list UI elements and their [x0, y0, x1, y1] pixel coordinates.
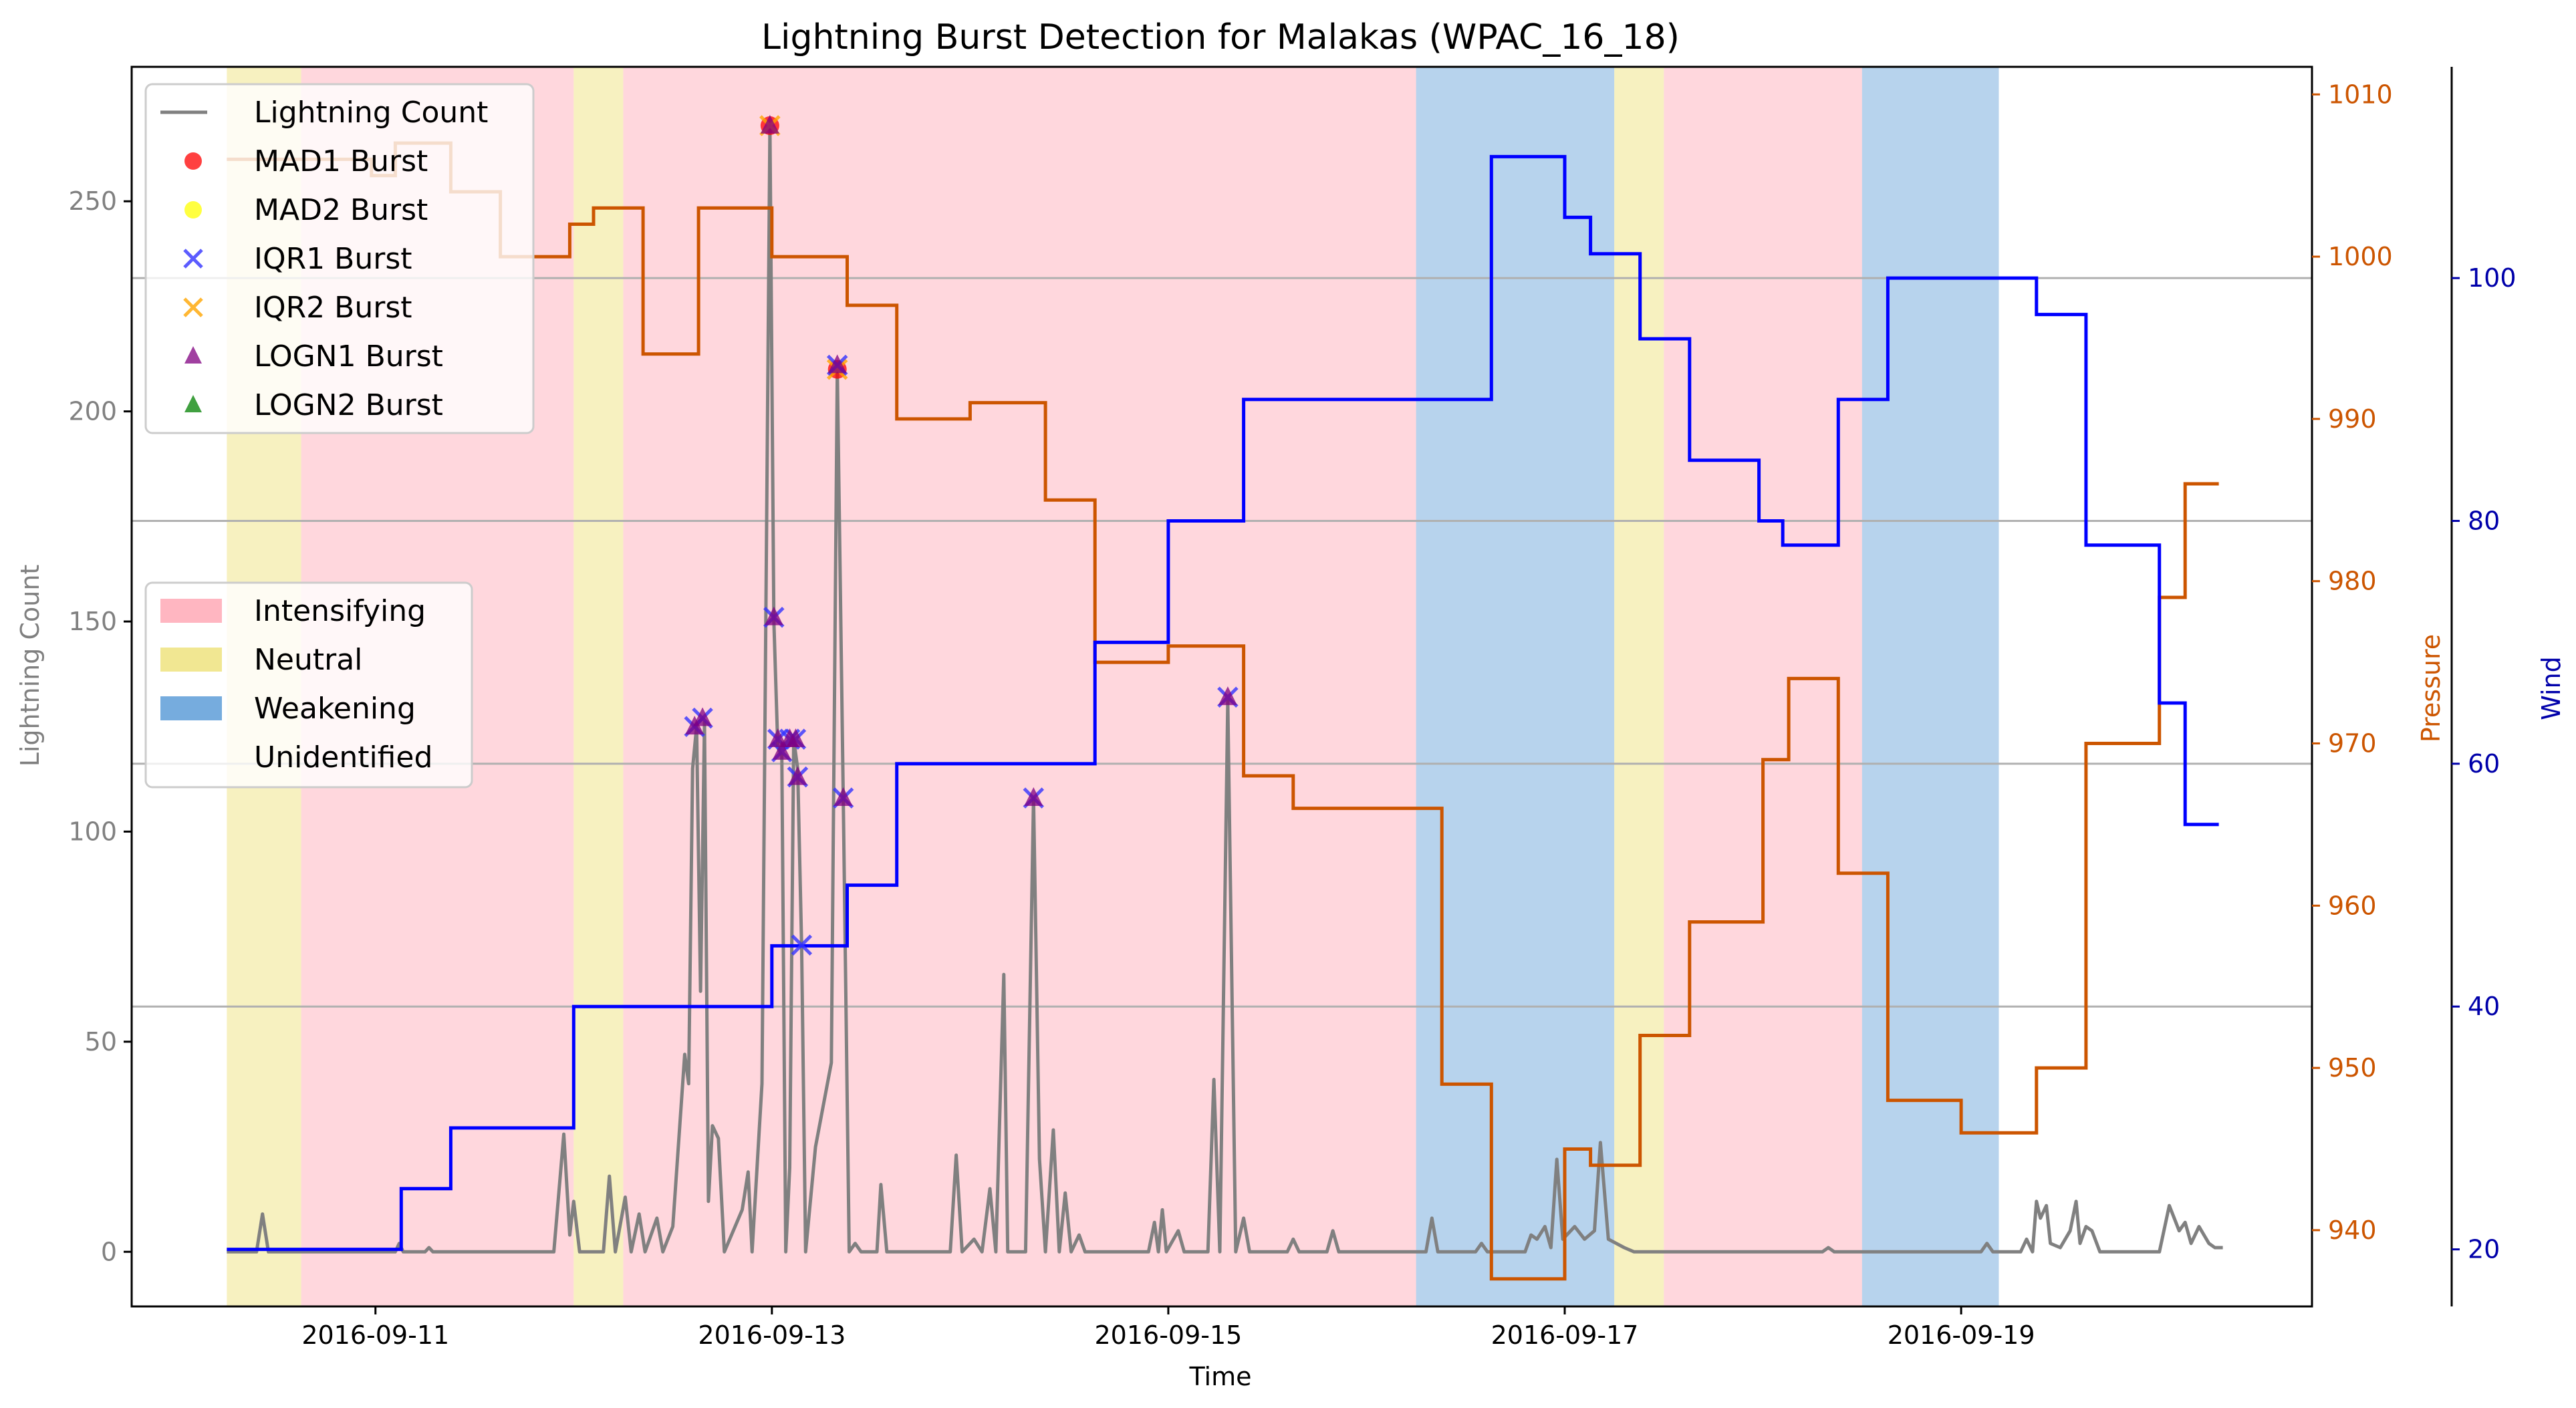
logn1-burst-marker-7 — [786, 728, 805, 748]
legend-iqr2-label: IQR2 Burst — [254, 291, 412, 325]
legend-iqr2-swatch — [183, 297, 203, 317]
phase-band-weakening-7 — [1861, 67, 1999, 1306]
y-axis-label-pressure: Pressure — [2416, 634, 2446, 742]
burst-markers — [684, 114, 1239, 956]
y-pressure-tick-label-940: 940 — [2328, 1216, 2377, 1245]
x-tick-label-5: 2016-09-15 — [1095, 1320, 1243, 1350]
y-left-tick-label-0: 0 — [101, 1237, 117, 1266]
legend-neutral-swatch — [160, 648, 222, 672]
logn1-burst-marker-12 — [1218, 686, 1237, 706]
logn1-burst-marker-11 — [1024, 787, 1043, 807]
phase-band-neutral-2 — [573, 67, 624, 1306]
x-tick-label-3: 2016-09-13 — [698, 1320, 846, 1350]
legend-logn1-swatch — [184, 346, 202, 364]
legend-mad2-swatch — [184, 201, 202, 219]
wind-line — [227, 154, 2219, 1252]
legend-line-label: Lightning Count — [254, 96, 488, 130]
y-pressure-tick-label-980: 980 — [2328, 567, 2377, 596]
logn1-burst-marker-5 — [772, 740, 791, 760]
legend-weakening-label: Weakening — [254, 692, 416, 726]
legend-logn1-label: LOGN1 Burst — [254, 339, 443, 374]
y-wind-tick-label-40: 40 — [2468, 992, 2500, 1021]
legend-mad1-label: MAD1 Burst — [254, 144, 428, 178]
y-left-tick-label-50: 50 — [85, 1027, 117, 1057]
logn1-burst-marker-2 — [760, 114, 779, 134]
logn1-burst-marker-10 — [833, 787, 853, 807]
logn1-burst-marker-9 — [827, 354, 847, 374]
y-left-tick-label-150: 150 — [68, 607, 117, 636]
legend-none-label: Unidentified — [254, 740, 432, 775]
y-pressure-tick-label-950: 950 — [2328, 1053, 2377, 1083]
y-left-tick-label-100: 100 — [68, 817, 117, 846]
legend-phases-box — [144, 581, 473, 789]
y-left-tick-label-250: 250 — [68, 186, 117, 216]
lightning-count-line — [227, 124, 2223, 1254]
phase-band-intensifying-6 — [1664, 67, 1862, 1306]
legend-intensifying-swatch — [160, 599, 222, 623]
legend-intensifying-label: Intensifying — [254, 594, 426, 628]
logn1-burst-marker-3 — [764, 606, 783, 625]
y-left-tick-label-200: 200 — [68, 397, 117, 426]
x-axis-label: Time — [1189, 1362, 1252, 1391]
legend-weakening-swatch — [160, 696, 222, 720]
phase-band-weakening-4 — [1416, 67, 1615, 1306]
legend-iqr1-swatch — [183, 249, 203, 269]
legend-neutral-label: Neutral — [254, 643, 362, 677]
legend-iqr1-label: IQR1 Burst — [254, 242, 412, 276]
y-pressure-tick-label-960: 960 — [2328, 891, 2377, 920]
y-axis-label-lightning: Lightning Count — [15, 565, 45, 767]
axes: 0 50 100 150 200 250 2016-09-11 2016-09-13 2016-… — [68, 65, 2517, 1350]
plot-frame — [130, 65, 2313, 1308]
legend-bursts-box — [144, 83, 535, 434]
y-wind-tick-label-100: 100 — [2468, 263, 2517, 293]
logn1-burst-marker-1 — [693, 707, 713, 726]
legend-logn2-label: LOGN2 Burst — [254, 388, 443, 422]
legend-mad2-label: MAD2 Burst — [254, 193, 428, 227]
y-pressure-tick-label-1010: 1010 — [2328, 80, 2393, 109]
y-pressure-tick-label-970: 970 — [2328, 728, 2377, 758]
logn1-burst-marker-4 — [768, 728, 787, 748]
legend-mad1-swatch — [184, 152, 202, 170]
chart-title: Lightning Burst Detection for Malakas (W… — [761, 17, 1680, 57]
iqr1-burst-marker-8 — [791, 934, 813, 956]
y-wind-tick-label-80: 80 — [2468, 507, 2500, 536]
legend-phases: Intensifying Neutral Weakening Unidentified — [144, 581, 473, 789]
logn1-burst-marker-8 — [788, 766, 807, 785]
pressure-line — [227, 141, 2219, 1281]
x-tick-label-1: 2016-09-11 — [301, 1320, 449, 1350]
x-tick-label-7: 2016-09-17 — [1491, 1320, 1639, 1350]
series-lines — [227, 124, 2223, 1281]
y-wind-tick-label-60: 60 — [2468, 749, 2500, 779]
x-tick-label-9: 2016-09-19 — [1888, 1320, 2035, 1350]
y-wind-tick-label-20: 20 — [2468, 1235, 2500, 1264]
y-axis-label-wind: Wind — [2537, 656, 2566, 720]
legend-logn2-swatch — [184, 395, 202, 413]
y-pressure-tick-label-1000: 1000 — [2328, 242, 2393, 271]
y-pressure-tick-label-990: 990 — [2328, 404, 2377, 434]
phase-band-intensifying-3 — [623, 67, 1416, 1306]
legend-bursts: Lightning Count MAD1 Burst MAD2 Burst IQR1 … — [144, 83, 535, 434]
